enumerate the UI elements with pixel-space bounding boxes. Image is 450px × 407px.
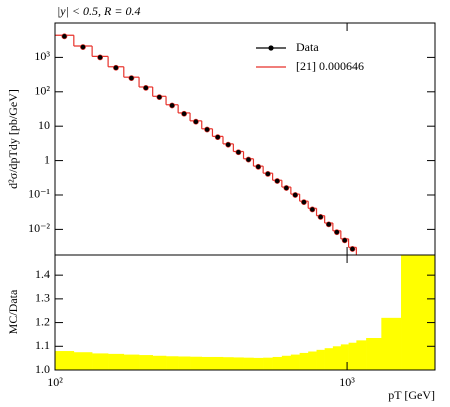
y-tick-label: 1.3 — [35, 291, 50, 305]
ratio-bar — [243, 357, 254, 370]
y-tick-label: 10 — [38, 118, 50, 132]
ratio-bar — [253, 357, 264, 370]
ratio-bar — [281, 355, 292, 370]
data-point — [169, 102, 175, 109]
ratio-bar — [139, 355, 153, 370]
ratio-bar — [178, 356, 191, 370]
ratio-frame — [54, 254, 436, 371]
data-point — [235, 149, 242, 156]
data-point — [317, 214, 324, 220]
data-point — [61, 33, 68, 40]
y-tick-label: 1.4 — [35, 267, 50, 281]
y-tick-label: 10³ — [34, 49, 50, 63]
ratio-plot-area — [55, 255, 435, 370]
data-point — [359, 256, 364, 261]
legend-label: Data — [296, 40, 319, 54]
ratio-bar — [381, 317, 402, 370]
ratio-bar — [356, 340, 367, 370]
data-point — [264, 171, 271, 177]
y-tick-label: 1.2 — [35, 314, 50, 328]
ratio-bar — [316, 349, 325, 370]
ratio-bar — [263, 357, 273, 370]
ratio-bar — [348, 342, 357, 370]
ratio-bar — [212, 356, 224, 370]
data-point — [225, 141, 232, 148]
data-point — [255, 163, 262, 170]
data-point — [128, 75, 135, 82]
data-point — [333, 229, 340, 236]
ratio-bar — [324, 348, 334, 370]
ratio-bar — [233, 357, 244, 370]
ratio-bar — [92, 353, 109, 370]
ratio-bar — [166, 356, 179, 370]
axes: 10³ 10² 10 1 10⁻¹ 10⁻² 1.0 1.1 1.2 1.3 1.4 10² 10³ — [28, 23, 435, 389]
ratio-bar — [73, 352, 93, 370]
data-point — [181, 110, 187, 117]
data-point — [309, 206, 316, 213]
y-tick-label: 10⁻² — [28, 221, 50, 235]
ratio-bar — [308, 351, 317, 370]
data-point — [283, 185, 290, 191]
legend-label: [21] 0.000646 — [296, 59, 364, 73]
data-point — [97, 54, 104, 61]
legend-marker — [268, 45, 274, 51]
x-tick-label: 10³ — [339, 375, 355, 389]
ratio-bar — [366, 337, 382, 370]
ratio-bar — [272, 356, 283, 370]
data-point — [274, 178, 281, 184]
data-point — [341, 237, 348, 244]
data-point — [349, 246, 356, 252]
ratio-bar — [108, 353, 125, 370]
ratio-bar — [152, 355, 167, 370]
y-tick-label: 10⁻¹ — [28, 187, 50, 201]
data-point — [301, 199, 307, 206]
ratio-bar — [332, 346, 342, 370]
ratio-bar — [340, 344, 349, 370]
data-point — [245, 156, 252, 163]
ratio-bar — [299, 352, 309, 370]
y-tick-label: 1 — [44, 152, 50, 166]
y-axis-label: d²σ/dpTdy [pb/GeV] — [6, 89, 20, 189]
data-point — [325, 221, 332, 228]
ratio-y-axis-label: MC/Data — [6, 289, 20, 334]
data-point — [193, 118, 199, 125]
data-point — [292, 192, 299, 198]
ratio-bar — [190, 356, 203, 370]
y-tick-label: 1.0 — [35, 362, 50, 376]
data-point — [80, 44, 86, 50]
data-point — [204, 126, 210, 133]
ratio-bar — [222, 357, 234, 370]
data-point — [142, 84, 149, 91]
ratio-bar — [401, 255, 435, 370]
ratio-bar — [201, 356, 213, 370]
data-point — [113, 64, 119, 71]
data-point — [156, 94, 163, 101]
ratio-bar — [290, 354, 300, 370]
x-axis-label: pT [GeV] — [388, 388, 435, 402]
y-tick-label: 1.1 — [35, 338, 50, 352]
y-tick-label: 10² — [34, 84, 50, 98]
chart-title: |y| < 0.5, R = 0.4 — [57, 4, 140, 18]
main-plot-area — [55, 33, 364, 261]
data-point — [214, 134, 221, 141]
main-frame — [54, 22, 436, 256]
x-tick-label: 10² — [47, 375, 63, 389]
ratio-bar — [55, 351, 75, 370]
ratio-bar — [123, 354, 140, 370]
